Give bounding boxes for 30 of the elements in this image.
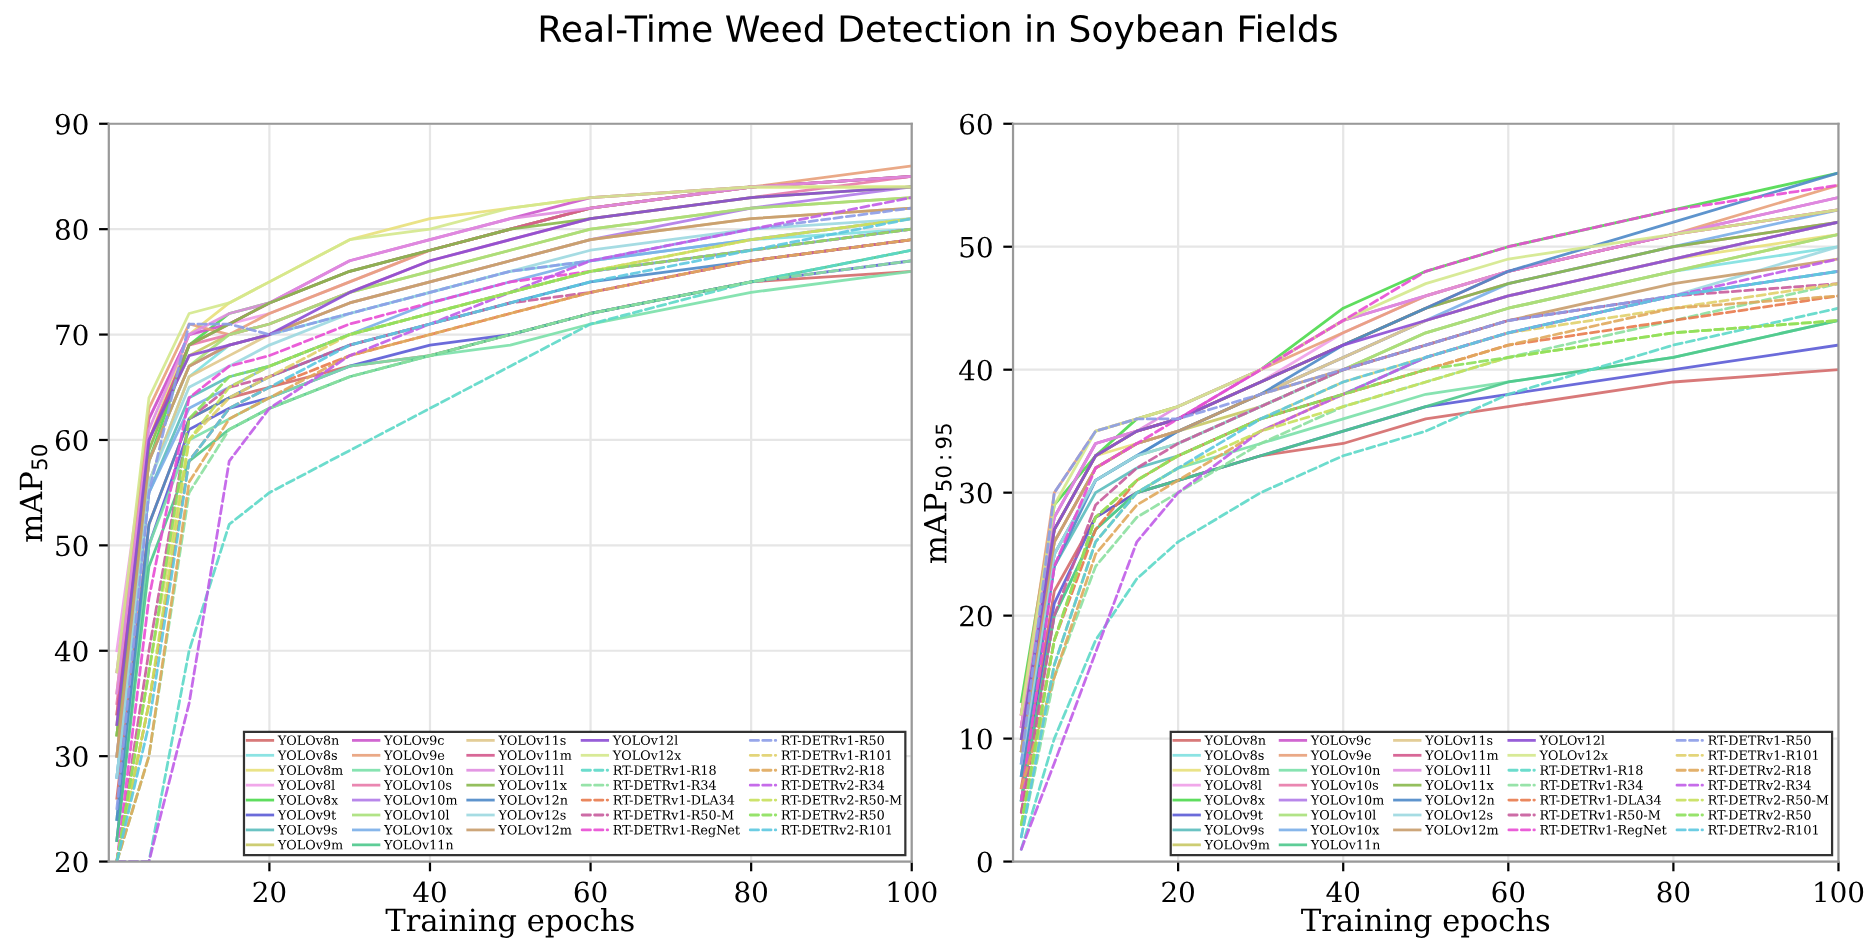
y-tick-label: 50 [56,535,88,557]
x-tick-label: 60 [1492,881,1525,903]
x-tick-label: 80 [735,881,767,903]
y-tick-label: 40 [959,359,992,381]
x-axis-title: Training epochs [385,907,634,938]
y-tick-label: 50 [960,236,992,258]
y-axis-title: mAP$_{50:95}$ [924,424,952,564]
x-axis-title: Training epochs [1301,907,1550,938]
chart-title: Real-Time Weed Detection in Soybean Fields [540,14,1337,50]
x-tick-label: 20 [253,881,286,903]
y-tick-label: 60 [55,429,88,451]
y-tick-label: 30 [56,746,88,768]
y-tick-label: 90 [55,113,88,135]
y-tick-label: 0 [977,851,992,873]
y-tick-label: 40 [54,640,88,662]
x-tick-label: 20 [1162,881,1194,903]
y-axis-title: mAP$_{50}$ [19,445,48,542]
y-tick-label: 30 [960,482,992,504]
y-tick-label: 10 [961,728,992,750]
x-tick-label: 40 [1326,881,1360,903]
y-tick-label: 80 [55,219,88,241]
x-tick-label: 100 [888,881,937,903]
y-tick-label: 20 [55,851,88,873]
x-tick-label: 100 [1815,881,1864,903]
y-tick-label: 70 [56,324,88,346]
x-tick-label: 60 [574,881,607,903]
x-tick-label: 40 [413,881,446,903]
y-tick-label: 60 [960,113,992,135]
y-tick-label: 20 [960,605,992,627]
x-tick-label: 80 [1657,881,1690,903]
